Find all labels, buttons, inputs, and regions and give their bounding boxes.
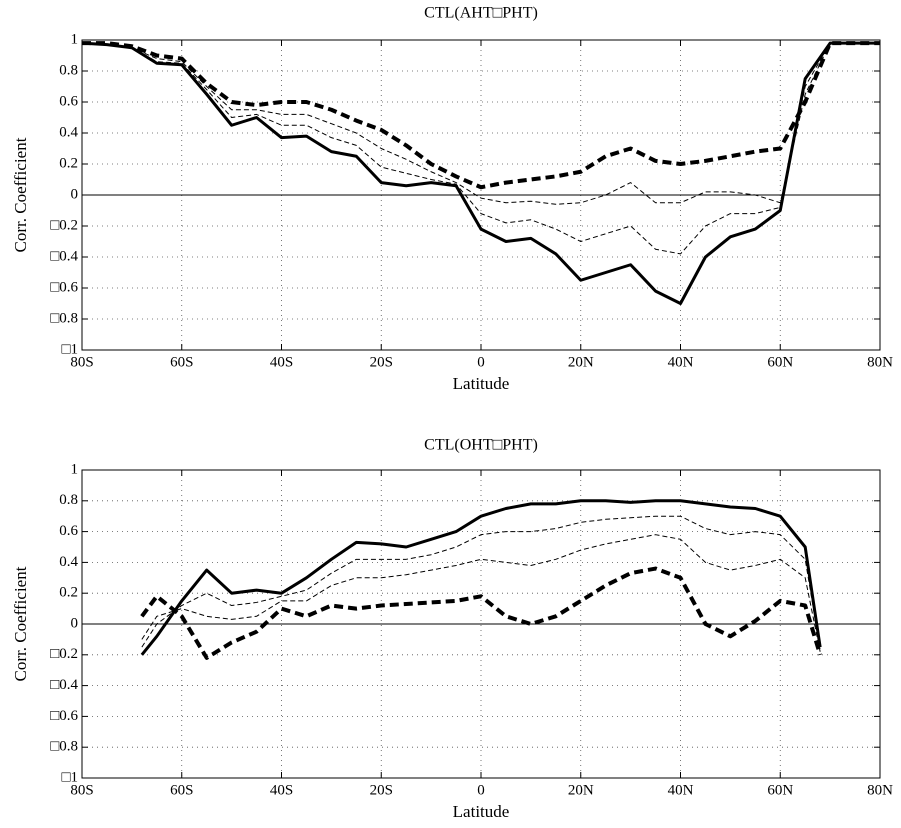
x-tick-label: 0 bbox=[477, 354, 485, 370]
chart-title: CTL(OHT□PHT) bbox=[424, 437, 538, 454]
x-tick-label: 0 bbox=[477, 782, 485, 798]
y-tick-label: □0.2 bbox=[50, 217, 78, 233]
axes-frame bbox=[81, 39, 881, 351]
y-tick-label: 0.8 bbox=[59, 492, 78, 508]
x-tick-label: 80S bbox=[70, 354, 93, 370]
y-tick-label: 1 bbox=[71, 461, 79, 477]
y-tick-label: 0.6 bbox=[59, 93, 78, 109]
y-tick-label: 0 bbox=[71, 186, 79, 202]
y-tick-label: 0.2 bbox=[59, 155, 78, 171]
x-tick-label: 40N bbox=[668, 354, 694, 370]
y-tick-label: □0.2 bbox=[50, 646, 78, 662]
y-tick-label: 0.2 bbox=[59, 585, 78, 601]
series-line bbox=[81, 41, 880, 305]
y-tick-label: □1 bbox=[61, 769, 78, 785]
x-tick-label: 60N bbox=[767, 354, 793, 370]
y-tick-label: □0.8 bbox=[50, 310, 78, 326]
y-tick-label: 0 bbox=[71, 615, 79, 631]
y-tick-label: □1 bbox=[61, 341, 78, 357]
y-tick-label: □0.6 bbox=[50, 279, 78, 295]
x-tick-label: 40N bbox=[668, 782, 694, 798]
x-tick-label: 20S bbox=[370, 354, 393, 370]
series-line bbox=[141, 515, 821, 649]
y-tick-label: □0.4 bbox=[50, 677, 78, 693]
y-axis-label: Corr. Coefficient bbox=[11, 137, 30, 252]
series-line bbox=[81, 42, 880, 255]
y-tick-label: 0.4 bbox=[59, 554, 78, 570]
x-tick-label: 80N bbox=[867, 782, 893, 798]
x-tick-label: 20S bbox=[370, 782, 393, 798]
series-line bbox=[141, 534, 821, 652]
x-tick-label: 80S bbox=[70, 782, 93, 798]
y-tick-label: □0.6 bbox=[50, 708, 78, 724]
y-tick-label: 0.6 bbox=[59, 523, 78, 539]
x-axis-label: Latitude bbox=[453, 802, 510, 821]
y-tick-label: 0.4 bbox=[59, 124, 78, 140]
axes-frame bbox=[81, 469, 881, 779]
y-axis-label: Corr. Coefficient bbox=[11, 566, 30, 681]
x-tick-label: 20N bbox=[568, 354, 594, 370]
x-tick-label: 80N bbox=[867, 354, 893, 370]
series-line bbox=[81, 42, 880, 205]
series-line bbox=[140, 566, 823, 660]
x-tick-label: 20N bbox=[568, 782, 594, 798]
y-tick-label: □0.8 bbox=[50, 739, 78, 755]
x-tick-label: 60S bbox=[170, 782, 193, 798]
y-tick-label: □0.4 bbox=[50, 248, 78, 264]
x-tick-label: 40S bbox=[270, 354, 293, 370]
x-tick-label: 40S bbox=[270, 782, 293, 798]
y-tick-label: 0.8 bbox=[59, 62, 78, 78]
x-axis-label: Latitude bbox=[453, 374, 510, 393]
series-line bbox=[82, 41, 880, 190]
x-tick-label: 60S bbox=[170, 354, 193, 370]
chart-title: CTL(AHT□PHT) bbox=[424, 5, 538, 22]
x-tick-label: 60N bbox=[767, 782, 793, 798]
series-line bbox=[140, 499, 822, 656]
y-tick-label: 1 bbox=[71, 31, 79, 47]
